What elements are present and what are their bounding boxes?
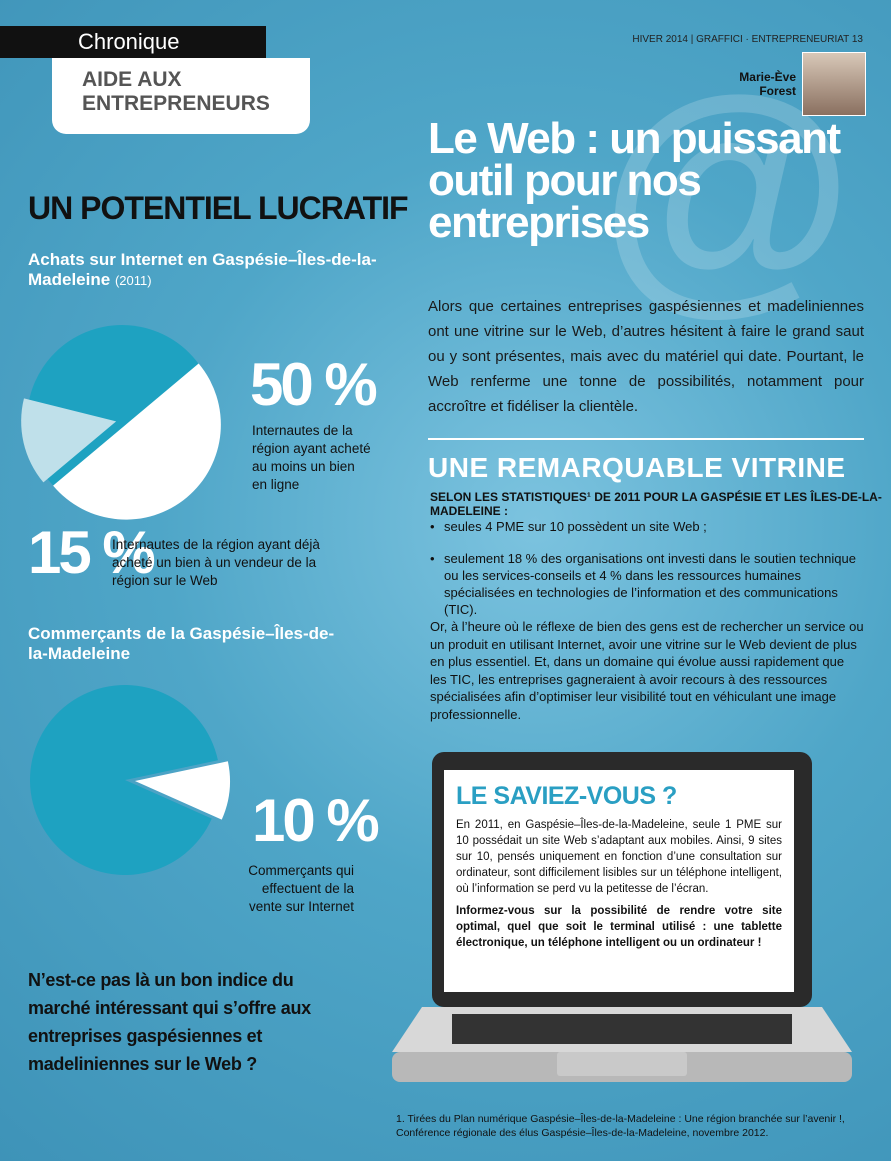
- paragraph: Or, à l’heure où le réflexe de bien des …: [430, 619, 864, 722]
- pie-slice: [53, 363, 221, 520]
- author-photo: [802, 52, 866, 116]
- value-label: 15 %: [28, 519, 156, 586]
- column-label: AIDE AUX ENTREPRENEURS: [52, 58, 310, 134]
- bullet: seulement 18 % des organisations ont inv…: [430, 550, 860, 618]
- value-label: 50 %: [250, 351, 378, 418]
- description: Internautes de la région ayant acheté au…: [252, 423, 371, 492]
- sidebar-text: En 2011, en Gaspésie–Îles-de-la-Madelein…: [456, 819, 782, 895]
- sidebar: LE SAVIEZ-VOUS ? En 2011, en Gaspésie–Îl…: [444, 770, 794, 992]
- conclusion: N’est-ce pas là un bon indice du marché …: [28, 970, 311, 1074]
- pie-title: Achats sur Internet en Gaspésie–Îles-de-…: [28, 250, 378, 291]
- intro: Alors que certaines entreprises gaspésie…: [428, 298, 864, 415]
- heading: UNE REMARQUABLE VITRINE: [428, 452, 846, 483]
- pie-charts: [21, 325, 230, 875]
- article-title: Le Web : un puissant outil pour nos entr…: [428, 114, 841, 247]
- bullet: seules 4 PME sur 10 possèdent un site We…: [430, 518, 860, 535]
- infographic-title: UN POTENTIEL LUCRATIF: [28, 190, 409, 226]
- rule: [428, 438, 864, 440]
- description: Internautes de la région ayant déjà ache…: [112, 537, 320, 588]
- pie-base: [30, 685, 218, 875]
- sidebar-title: LE SAVIEZ-VOUS ?: [456, 782, 677, 810]
- author: Marie-Ève Forest: [739, 70, 796, 98]
- section-label: Chronique: [0, 26, 266, 58]
- year: (2011): [114, 273, 152, 288]
- text: Achats sur Internet en Gaspésie–Îles-de-…: [28, 250, 377, 289]
- pie-slice: [134, 761, 230, 820]
- pie-slice: [21, 398, 117, 483]
- sidebar-text: Informez-vous sur la possibilité de rend…: [456, 905, 782, 949]
- description: Commerçants qui effectuent de la vente s…: [248, 863, 354, 914]
- pie-title: Commerçants de la Gaspésie–Îles-de-la-Ma…: [28, 624, 335, 663]
- issue-info: HIVER 2014 | GRAFFICI · ENTREPRENEURIAT …: [632, 34, 863, 45]
- footnote: 1. Tirées du Plan numérique Gaspésie–Île…: [396, 1113, 845, 1139]
- value-label: 10 %: [252, 787, 380, 854]
- subheading: SELON LES STATISTIQUES¹ DE 2011 POUR LA …: [430, 490, 882, 518]
